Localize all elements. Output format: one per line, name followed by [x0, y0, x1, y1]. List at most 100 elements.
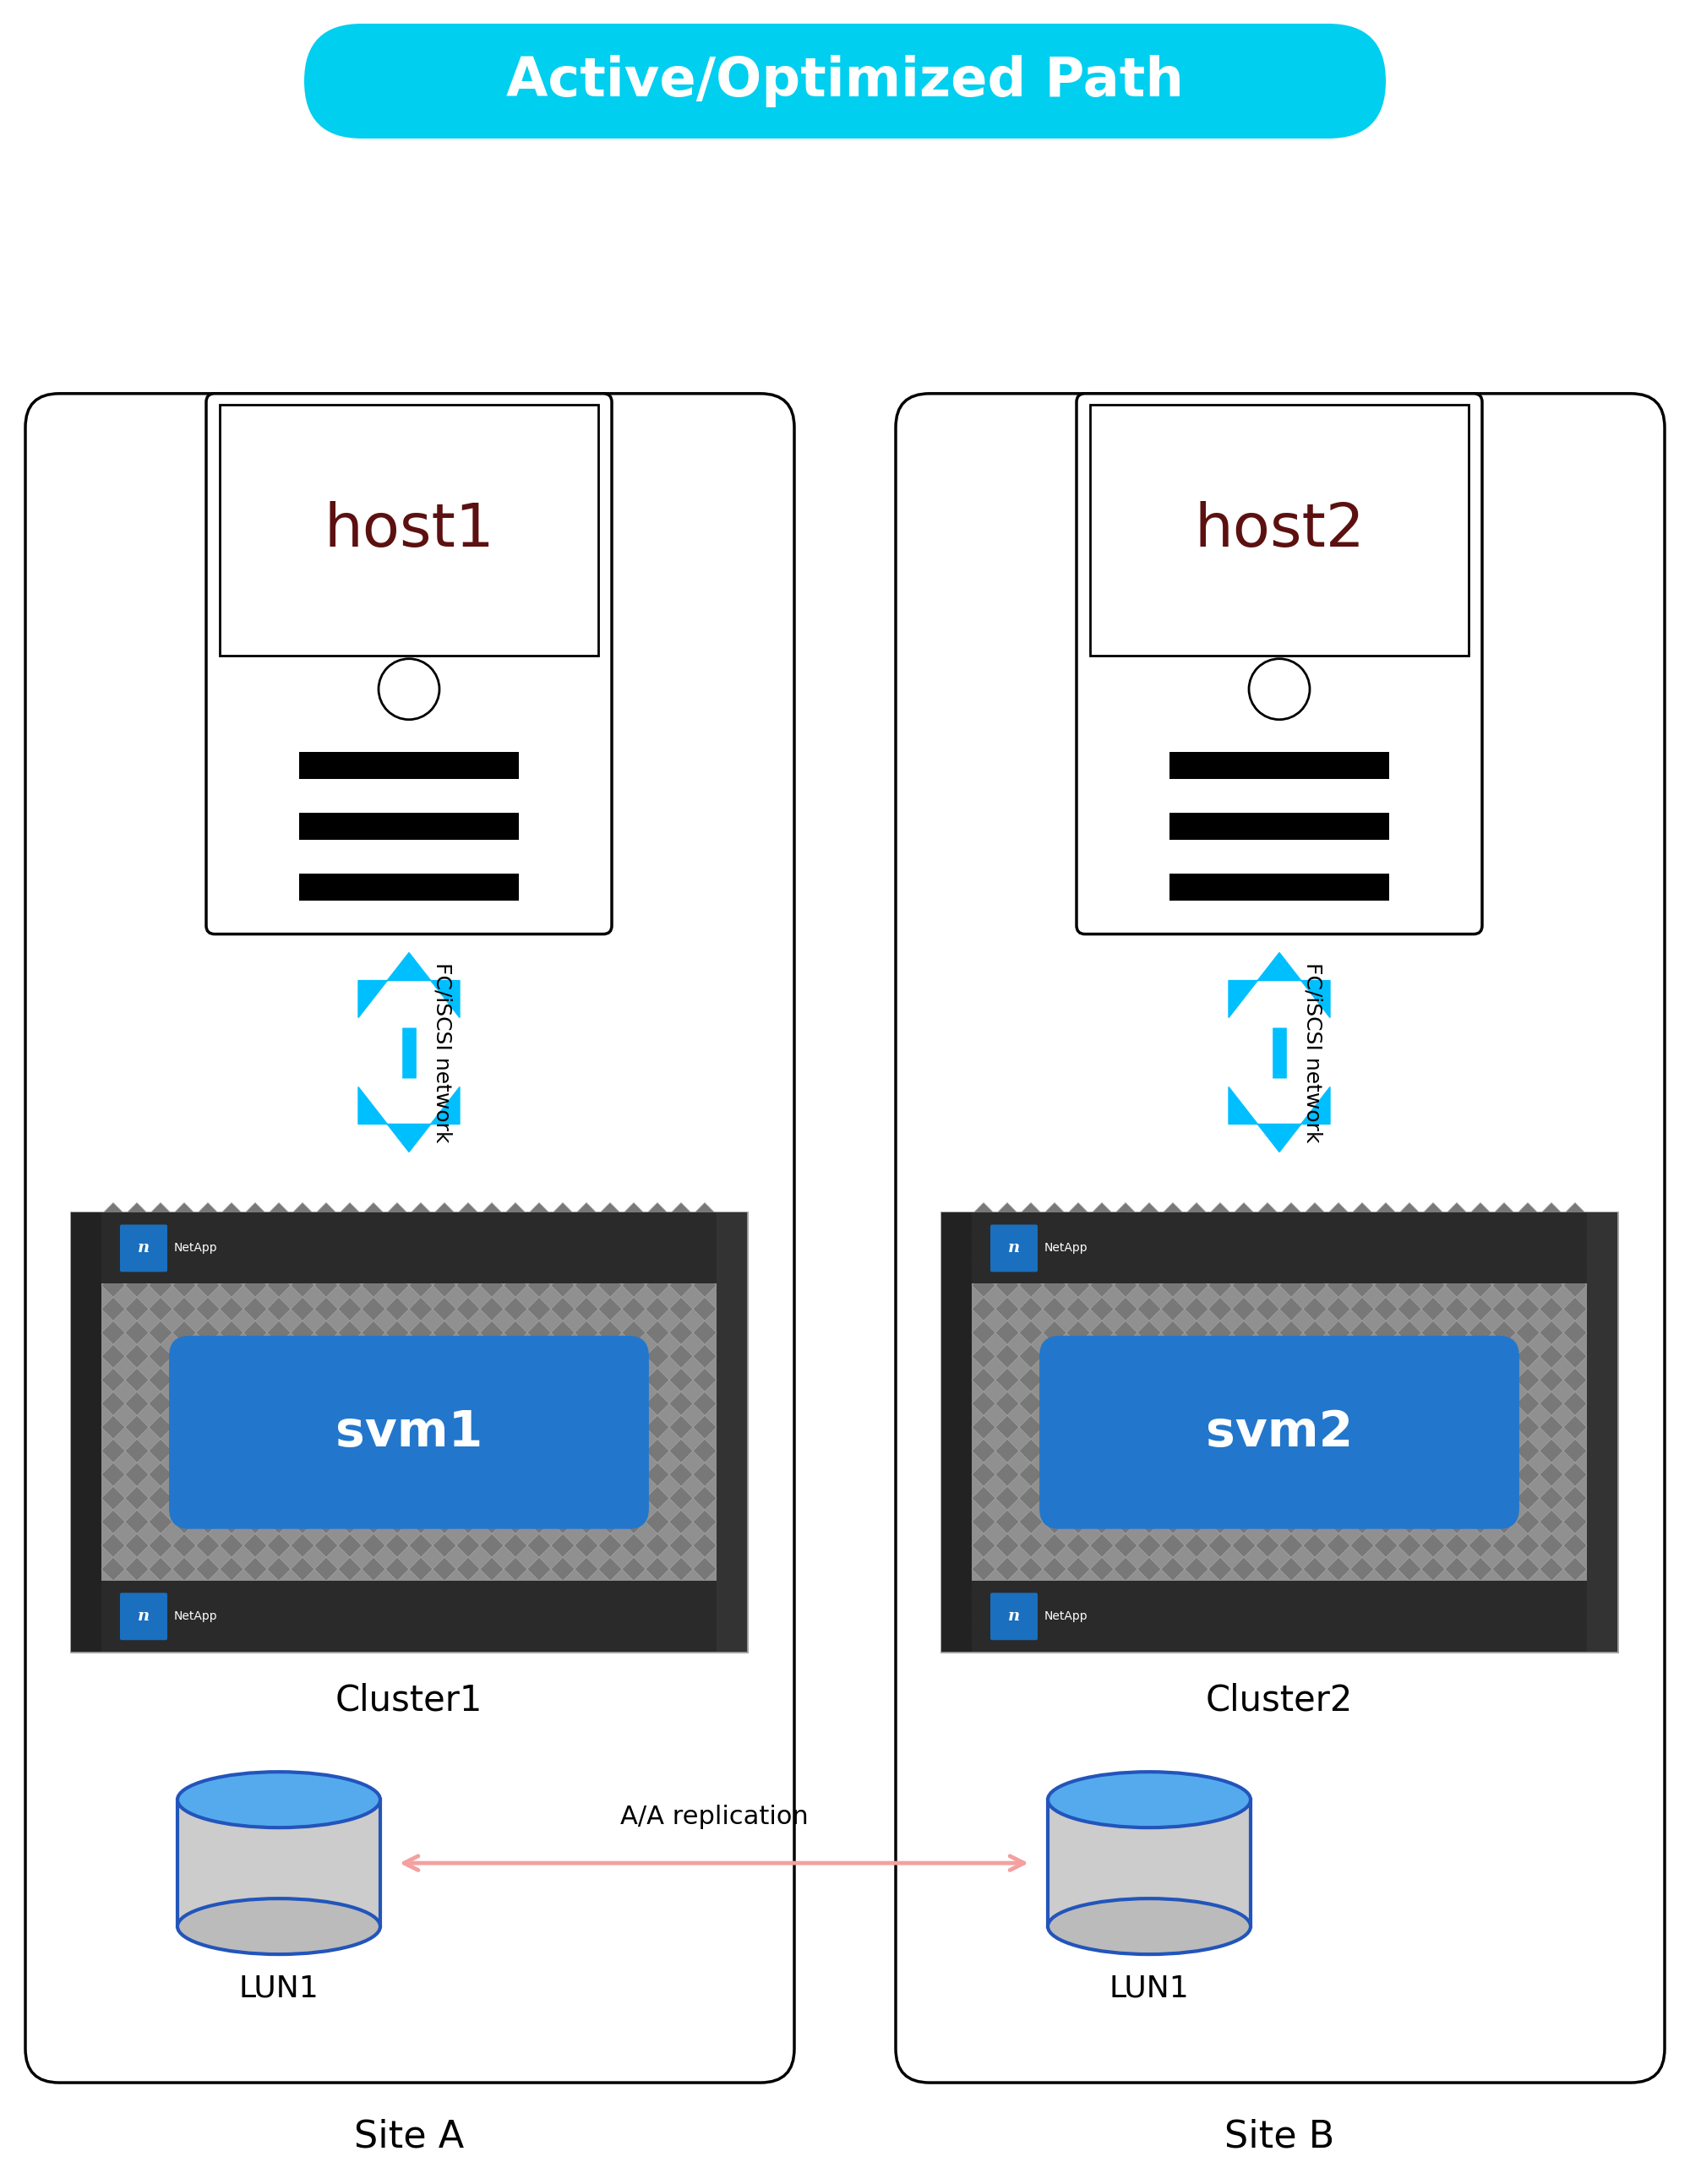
Polygon shape	[1114, 1439, 1137, 1463]
Polygon shape	[1019, 1557, 1043, 1581]
Polygon shape	[1114, 1321, 1137, 1345]
Polygon shape	[1540, 1415, 1563, 1439]
Polygon shape	[480, 1487, 504, 1509]
Polygon shape	[1256, 1345, 1279, 1367]
Polygon shape	[1303, 1321, 1327, 1345]
Polygon shape	[1256, 1487, 1279, 1509]
Polygon shape	[1374, 1345, 1398, 1367]
Polygon shape	[1019, 1321, 1043, 1345]
Polygon shape	[693, 1439, 717, 1463]
Polygon shape	[267, 1321, 291, 1345]
Polygon shape	[314, 1225, 338, 1249]
Polygon shape	[1137, 1225, 1161, 1249]
Polygon shape	[972, 1415, 995, 1439]
Polygon shape	[1232, 1487, 1256, 1509]
Polygon shape	[995, 1439, 1019, 1463]
Polygon shape	[1019, 1249, 1043, 1273]
Polygon shape	[385, 1391, 409, 1415]
Polygon shape	[1232, 1391, 1256, 1415]
Polygon shape	[362, 1605, 385, 1629]
Polygon shape	[125, 1391, 149, 1415]
Polygon shape	[1090, 1463, 1114, 1487]
Polygon shape	[1469, 1415, 1492, 1439]
Polygon shape	[409, 1249, 433, 1273]
FancyBboxPatch shape	[990, 1592, 1038, 1640]
Polygon shape	[1563, 1487, 1587, 1509]
Polygon shape	[995, 1463, 1019, 1487]
Polygon shape	[972, 1509, 995, 1533]
Polygon shape	[1161, 1533, 1185, 1557]
Polygon shape	[527, 1463, 551, 1487]
Ellipse shape	[1048, 1771, 1251, 1828]
Polygon shape	[291, 1415, 314, 1439]
Polygon shape	[125, 1581, 149, 1605]
Polygon shape	[385, 1463, 409, 1487]
Polygon shape	[669, 1581, 693, 1605]
FancyBboxPatch shape	[169, 1337, 649, 1529]
Polygon shape	[1445, 1415, 1469, 1439]
Polygon shape	[504, 1345, 527, 1367]
Polygon shape	[995, 1487, 1019, 1509]
Polygon shape	[1161, 1321, 1185, 1345]
Polygon shape	[1398, 1297, 1421, 1321]
Polygon shape	[1066, 1557, 1090, 1581]
Polygon shape	[1540, 1581, 1563, 1605]
Polygon shape	[314, 1391, 338, 1415]
Polygon shape	[693, 1297, 717, 1321]
Polygon shape	[1303, 1273, 1327, 1297]
Polygon shape	[338, 1415, 362, 1439]
Polygon shape	[409, 1345, 433, 1367]
Polygon shape	[409, 1533, 433, 1557]
Polygon shape	[1303, 1509, 1327, 1533]
Polygon shape	[1208, 1367, 1232, 1391]
Polygon shape	[598, 1581, 622, 1605]
Polygon shape	[291, 1367, 314, 1391]
Polygon shape	[1398, 1225, 1421, 1249]
Polygon shape	[972, 1203, 995, 1225]
Bar	[1169, 812, 1389, 839]
Text: Cluster1: Cluster1	[335, 1682, 483, 1719]
FancyArrow shape	[358, 952, 460, 1018]
Polygon shape	[527, 1581, 551, 1605]
Polygon shape	[1445, 1225, 1469, 1249]
Polygon shape	[267, 1273, 291, 1297]
Polygon shape	[646, 1391, 669, 1415]
Polygon shape	[1540, 1203, 1563, 1225]
Polygon shape	[1374, 1557, 1398, 1581]
Polygon shape	[1019, 1487, 1043, 1509]
Polygon shape	[622, 1367, 646, 1391]
Polygon shape	[362, 1321, 385, 1345]
Polygon shape	[1161, 1367, 1185, 1391]
Polygon shape	[1327, 1345, 1350, 1367]
Bar	[972, 1212, 1587, 1651]
Polygon shape	[1161, 1509, 1185, 1533]
Polygon shape	[149, 1273, 172, 1297]
Polygon shape	[1492, 1367, 1516, 1391]
Polygon shape	[1327, 1225, 1350, 1249]
Polygon shape	[1043, 1557, 1066, 1581]
Polygon shape	[409, 1415, 433, 1439]
Polygon shape	[1492, 1391, 1516, 1415]
Polygon shape	[1398, 1273, 1421, 1297]
Polygon shape	[1043, 1463, 1066, 1487]
Polygon shape	[338, 1629, 362, 1651]
Polygon shape	[1090, 1273, 1114, 1297]
Polygon shape	[1516, 1297, 1540, 1321]
Polygon shape	[314, 1321, 338, 1345]
Polygon shape	[1232, 1509, 1256, 1533]
Text: n: n	[137, 1610, 150, 1625]
Polygon shape	[1090, 1203, 1114, 1225]
Polygon shape	[456, 1487, 480, 1509]
Polygon shape	[1374, 1415, 1398, 1439]
Polygon shape	[995, 1367, 1019, 1391]
Polygon shape	[149, 1297, 172, 1321]
Bar	[717, 1212, 747, 1651]
Polygon shape	[1350, 1367, 1374, 1391]
Polygon shape	[1279, 1463, 1303, 1487]
Polygon shape	[196, 1509, 220, 1533]
Polygon shape	[1137, 1557, 1161, 1581]
Bar	[71, 1212, 747, 1651]
Polygon shape	[575, 1391, 598, 1415]
Polygon shape	[1208, 1415, 1232, 1439]
Polygon shape	[1137, 1439, 1161, 1463]
